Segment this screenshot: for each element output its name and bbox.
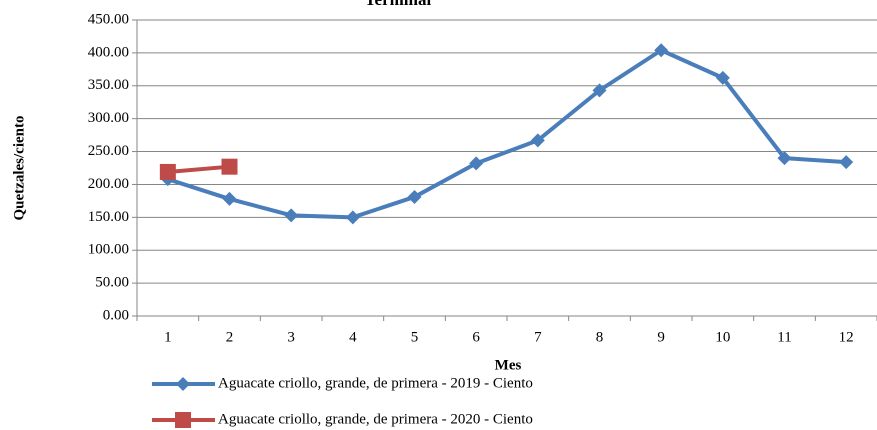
legend-marker — [175, 412, 191, 428]
y-tick-label: 350.00 — [88, 77, 129, 93]
x-tick-label: 10 — [715, 329, 730, 345]
point — [715, 70, 730, 85]
x-tick-label: 7 — [534, 329, 542, 345]
point — [222, 191, 237, 206]
point — [777, 151, 792, 166]
point — [221, 158, 238, 175]
chart-title: Terminal — [365, 0, 432, 9]
x-tick-label: 3 — [287, 329, 295, 345]
y-tick-label: 0.00 — [103, 307, 129, 323]
x-tick-label: 2 — [226, 329, 234, 345]
x-axis-title: Mes — [495, 357, 522, 373]
point — [654, 43, 669, 58]
point — [159, 163, 176, 180]
legend-label: Aguacate criollo, grande, de primera - 2… — [218, 411, 533, 427]
series-line — [167, 48, 847, 220]
y-tick-label: 300.00 — [88, 110, 129, 126]
y-tick-label: 50.00 — [95, 275, 129, 291]
point — [530, 133, 545, 148]
y-tick-label: 200.00 — [88, 176, 129, 192]
point — [284, 208, 299, 223]
point — [592, 83, 607, 98]
legend-marker — [176, 377, 190, 391]
point — [345, 210, 360, 225]
y-tick-label: 450.00 — [88, 11, 129, 27]
x-tick-label: 1 — [164, 329, 172, 345]
y-tick-label: 400.00 — [88, 44, 129, 60]
y-axis-title: Quetzales/ciento — [11, 116, 27, 221]
legend-label: Aguacate criollo, grande, de primera - 2… — [218, 375, 533, 391]
x-tick-label: 11 — [777, 329, 791, 345]
x-tick-label: 5 — [411, 329, 419, 345]
x-tick-label: 12 — [839, 329, 854, 345]
y-tick-label: 250.00 — [88, 143, 129, 159]
x-tick-label: 8 — [596, 329, 604, 345]
point — [407, 189, 422, 204]
point — [469, 156, 484, 171]
y-tick-label: 150.00 — [88, 209, 129, 225]
x-tick-label: 9 — [657, 329, 665, 345]
x-tick-label: 6 — [472, 329, 480, 345]
y-tick-label: 100.00 — [88, 242, 129, 258]
series-line — [167, 164, 230, 174]
point — [839, 155, 854, 170]
x-tick-label: 4 — [349, 329, 357, 345]
